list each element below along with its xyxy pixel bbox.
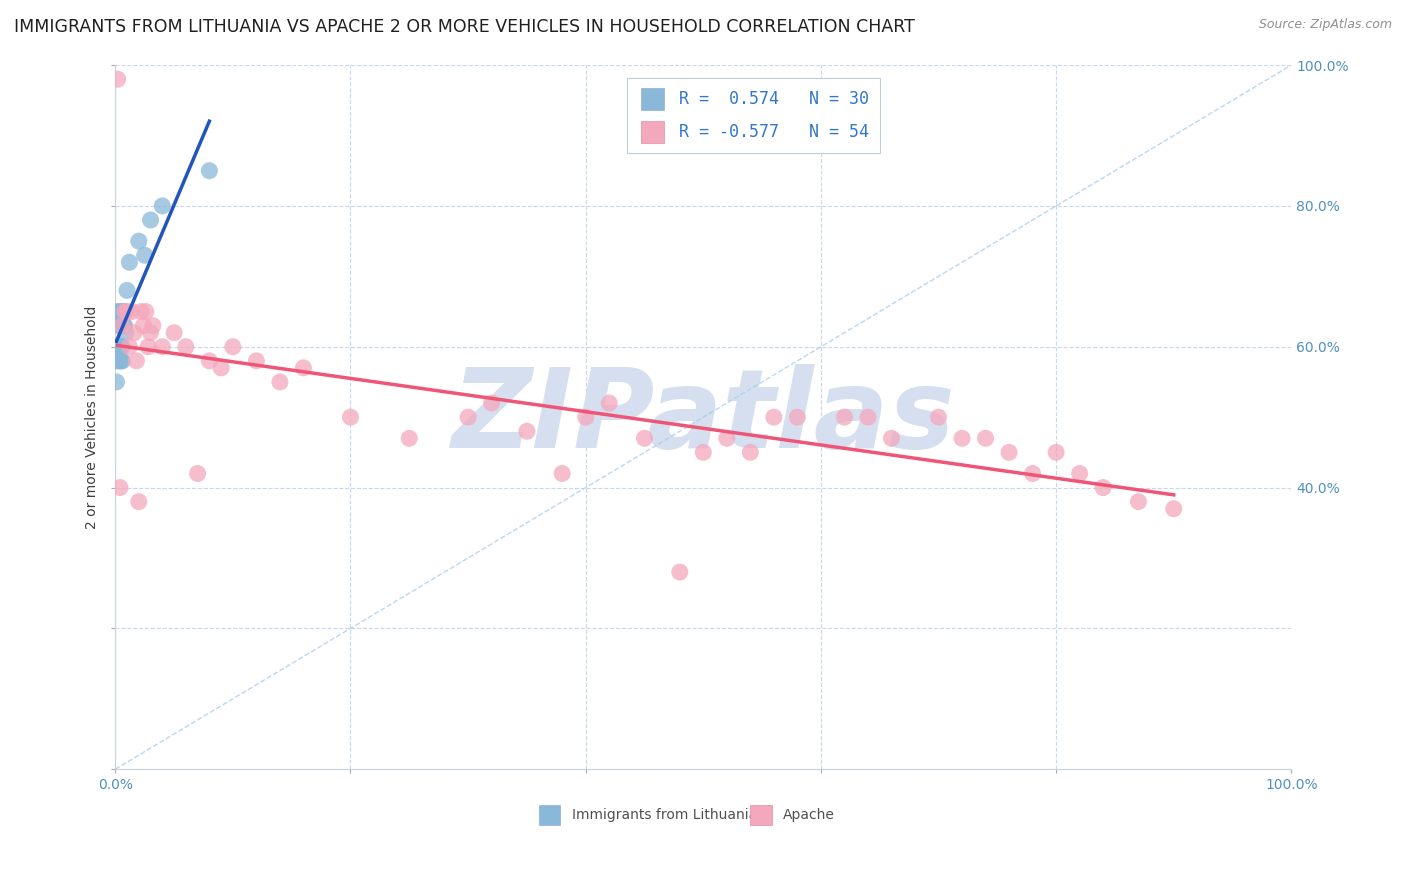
Y-axis label: 2 or more Vehicles in Household: 2 or more Vehicles in Household [86,305,100,529]
Point [115,284,138,298]
Point [110,318,132,333]
Point [481,396,503,410]
Point [575,410,598,425]
Point [142,318,165,333]
Point [633,431,655,445]
Point [107,304,129,318]
Bar [641,87,665,110]
Bar [627,78,880,153]
Point [198,354,221,368]
Point [105,354,128,368]
Point [457,410,479,425]
Point [928,410,950,425]
Text: IMMIGRANTS FROM LITHUANIA VS APACHE 2 OR MORE VEHICLES IN HOUSEHOLD CORRELATION : IMMIGRANTS FROM LITHUANIA VS APACHE 2 OR… [14,18,915,36]
Point [111,340,134,354]
Text: Source: ZipAtlas.com: Source: ZipAtlas.com [1258,18,1392,31]
Text: ZIPatlas: ZIPatlas [451,364,955,471]
Point [222,340,245,354]
Point [716,431,738,445]
Point [187,467,209,481]
Point [105,375,128,389]
Point [111,318,134,333]
Point [692,445,714,459]
Point [339,410,361,425]
Point [107,72,129,87]
Point [150,340,173,354]
Point [128,494,150,508]
Point [950,431,973,445]
Point [1128,494,1150,508]
Point [114,318,136,333]
Point [128,234,150,248]
Point [1021,467,1043,481]
Point [209,360,232,375]
Point [108,340,131,354]
Point [174,340,197,354]
Point [118,340,141,354]
Point [1069,467,1091,481]
Text: Apache: Apache [783,808,835,822]
Point [110,318,132,333]
Bar [641,120,665,144]
Point [398,431,420,445]
Point [139,326,162,340]
Point [668,565,690,579]
Point [834,410,856,425]
Text: R =  0.574   N = 30: R = 0.574 N = 30 [679,90,869,108]
Point [108,304,131,318]
Point [245,354,267,368]
Point [108,481,131,495]
Point [115,304,138,318]
Point [150,199,173,213]
Point [516,424,538,438]
Point [134,248,156,262]
Point [292,360,315,375]
Point [856,410,879,425]
Point [269,375,291,389]
Text: R = -0.577   N = 54: R = -0.577 N = 54 [679,123,869,141]
Bar [538,805,560,825]
Point [111,304,134,318]
Point [163,326,186,340]
Point [111,318,134,333]
Point [1092,481,1115,495]
Point [762,410,785,425]
Point [112,318,135,333]
Point [740,445,762,459]
Point [118,255,141,269]
Point [1045,445,1067,459]
Point [115,326,138,340]
Text: Immigrants from Lithuania: Immigrants from Lithuania [572,808,756,822]
Point [107,340,129,354]
Point [998,445,1021,459]
Point [121,304,143,318]
Point [880,431,903,445]
Bar [751,805,772,825]
Point [786,410,808,425]
Point [107,354,129,368]
Point [107,340,129,354]
Point [114,304,136,318]
Point [598,396,620,410]
Point [974,431,997,445]
Point [108,354,131,368]
Point [125,354,148,368]
Point [114,304,136,318]
Point [139,213,162,227]
Point [136,340,159,354]
Point [132,318,155,333]
Point [111,354,134,368]
Point [551,467,574,481]
Point [135,304,157,318]
Point [110,340,132,354]
Point [129,304,152,318]
Point [107,318,129,333]
Point [110,354,132,368]
Point [198,163,221,178]
Point [112,304,135,318]
Point [1163,501,1185,516]
Point [122,326,145,340]
